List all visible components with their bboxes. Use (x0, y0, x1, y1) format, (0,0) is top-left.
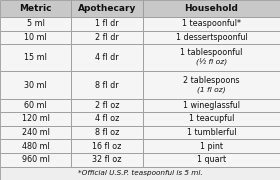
Bar (143, 99, 280, 112)
Bar (143, 153, 280, 166)
Text: 10 ml: 10 ml (24, 33, 47, 42)
Bar (0, 44, 71, 71)
Text: 1 teacupful: 1 teacupful (189, 114, 234, 123)
Bar (143, 112, 280, 126)
Bar (143, 44, 280, 71)
Text: 4 fl dr: 4 fl dr (95, 53, 119, 62)
Bar (0, 153, 71, 166)
Text: 60 ml: 60 ml (24, 101, 47, 110)
Text: 1 wineglassful: 1 wineglassful (183, 101, 240, 110)
Text: Apothecary: Apothecary (78, 4, 136, 13)
Text: 15 ml: 15 ml (24, 53, 47, 62)
Text: 2 fl oz: 2 fl oz (95, 101, 119, 110)
Bar (0, 166, 280, 180)
Bar (143, 31, 280, 44)
Bar (143, 139, 280, 153)
Bar (71, 71, 143, 99)
Bar (143, 126, 280, 139)
Text: 8 fl dr: 8 fl dr (95, 80, 119, 89)
Bar (71, 99, 143, 112)
Text: 1 pint: 1 pint (200, 142, 223, 151)
Text: 1 teaspoonful*: 1 teaspoonful* (182, 19, 241, 28)
Bar (0, 71, 71, 99)
Text: 2 tablespoons: 2 tablespoons (183, 76, 240, 85)
Bar (71, 112, 143, 126)
Text: 5 ml: 5 ml (27, 19, 45, 28)
Bar (0, 139, 71, 153)
Text: 2 fl dr: 2 fl dr (95, 33, 119, 42)
Text: 8 fl oz: 8 fl oz (95, 128, 119, 137)
Text: 16 fl oz: 16 fl oz (92, 142, 122, 151)
Bar (0, 31, 71, 44)
Text: *Official U.S.P. teaspoonful is 5 ml.: *Official U.S.P. teaspoonful is 5 ml. (78, 170, 202, 176)
Text: 1 tablespoonful: 1 tablespoonful (180, 48, 242, 57)
Text: 120 ml: 120 ml (22, 114, 50, 123)
Text: Household: Household (185, 4, 238, 13)
Bar (143, 0, 280, 17)
Text: 30 ml: 30 ml (24, 80, 47, 89)
Bar (71, 31, 143, 44)
Text: 240 ml: 240 ml (22, 128, 50, 137)
Bar (71, 139, 143, 153)
Text: 1 quart: 1 quart (197, 155, 226, 164)
Bar (143, 71, 280, 99)
Bar (0, 112, 71, 126)
Bar (0, 99, 71, 112)
Text: (1 fl oz): (1 fl oz) (197, 87, 226, 93)
Text: 1 tumblerful: 1 tumblerful (187, 128, 236, 137)
Text: 480 ml: 480 ml (22, 142, 50, 151)
Text: Metric: Metric (19, 4, 52, 13)
Text: 4 fl oz: 4 fl oz (95, 114, 119, 123)
Bar (0, 0, 71, 17)
Bar (71, 44, 143, 71)
Bar (71, 0, 143, 17)
Text: 1 dessertspoonful: 1 dessertspoonful (176, 33, 247, 42)
Bar (0, 17, 71, 31)
Text: 32 fl oz: 32 fl oz (92, 155, 122, 164)
Bar (0, 126, 71, 139)
Text: (½ fl oz): (½ fl oz) (196, 59, 227, 66)
Bar (71, 17, 143, 31)
Bar (143, 17, 280, 31)
Bar (71, 126, 143, 139)
Bar (71, 153, 143, 166)
Text: 1 fl dr: 1 fl dr (95, 19, 119, 28)
Text: 960 ml: 960 ml (22, 155, 50, 164)
